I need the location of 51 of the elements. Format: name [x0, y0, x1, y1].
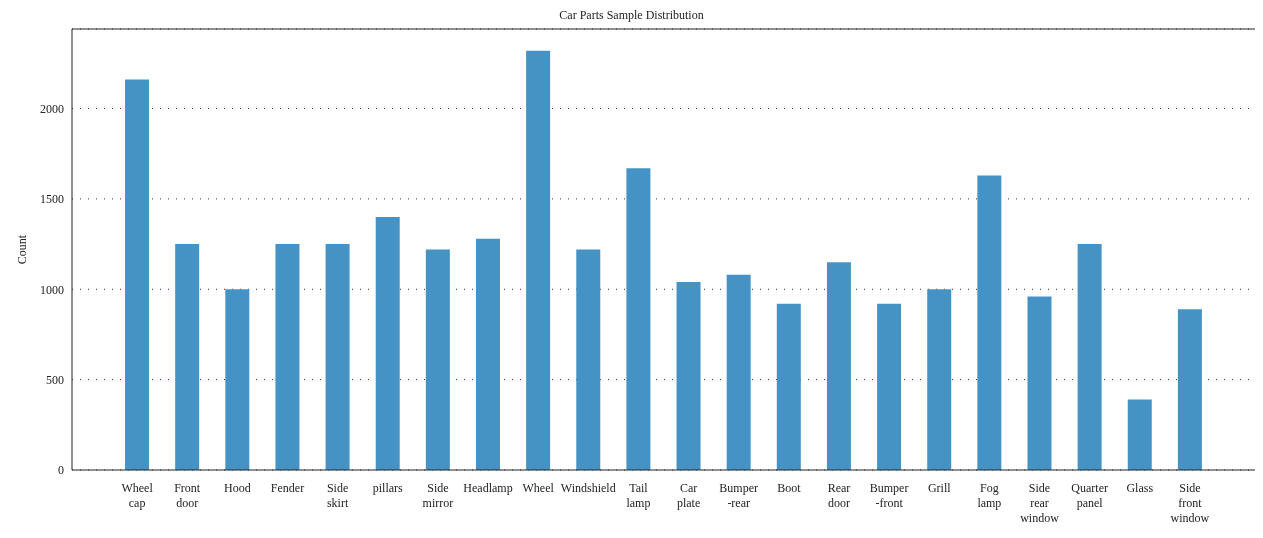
- y-tick-label: 500: [46, 372, 64, 387]
- bar: [1027, 296, 1052, 470]
- bar: [275, 244, 300, 470]
- x-tick-label: Side rear window: [1020, 481, 1060, 525]
- bar: [776, 303, 801, 470]
- x-tick-label: Fender: [270, 481, 305, 495]
- x-tick-label: Side mirror: [422, 481, 454, 510]
- bar: [125, 79, 150, 470]
- x-tick-label: Side skirt: [326, 481, 349, 510]
- x-tick-label: Bumper -rear: [719, 481, 759, 510]
- x-tick-label: Bumper -front: [869, 481, 909, 510]
- bar: [927, 289, 952, 470]
- bar: [526, 50, 551, 470]
- bar: [726, 274, 751, 470]
- bar: [877, 303, 902, 470]
- bar: [576, 249, 601, 470]
- y-tick-label: 0: [58, 463, 64, 478]
- bar: [676, 282, 701, 470]
- x-tick-label: Rear door: [827, 481, 851, 510]
- x-tick-label: Front door: [174, 481, 201, 510]
- x-tick-label: Grill: [927, 481, 952, 495]
- bar: [225, 289, 250, 470]
- x-tick-label: Wheel cap: [121, 481, 154, 510]
- x-tick-label: pillars: [372, 481, 404, 495]
- x-tick-label: Glass: [1126, 481, 1154, 495]
- y-tick-label: 2000: [40, 101, 64, 116]
- x-tick-label: Headlamp: [463, 481, 513, 495]
- bar: [626, 168, 651, 470]
- x-tick-label: Boot: [777, 481, 802, 495]
- y-axis-title: Count: [15, 234, 30, 265]
- x-tick-label: Hood: [224, 481, 251, 495]
- x-tick-label: Fog lamp: [977, 481, 1002, 510]
- bar: [826, 262, 851, 470]
- bar: [1127, 399, 1152, 470]
- bar: [425, 249, 450, 470]
- bar: [475, 238, 500, 470]
- bar: [1077, 244, 1102, 470]
- x-tick-label: Wheel: [522, 481, 555, 495]
- x-tick-label: Car plate: [676, 481, 701, 510]
- bar: [1177, 309, 1202, 470]
- bar: [175, 244, 200, 470]
- bar: [977, 175, 1002, 470]
- chart-title: Car Parts Sample Distribution: [558, 8, 705, 22]
- bar: [325, 244, 350, 470]
- x-tick-label: Quarter panel: [1071, 481, 1108, 510]
- bar: [375, 216, 400, 470]
- x-tick-label: Side front window: [1170, 481, 1210, 525]
- x-tick-label: Tail lamp: [626, 481, 651, 510]
- y-tick-label: 1500: [40, 192, 64, 207]
- x-tick-label: Windshield: [560, 481, 616, 495]
- y-tick-label: 1000: [40, 282, 64, 297]
